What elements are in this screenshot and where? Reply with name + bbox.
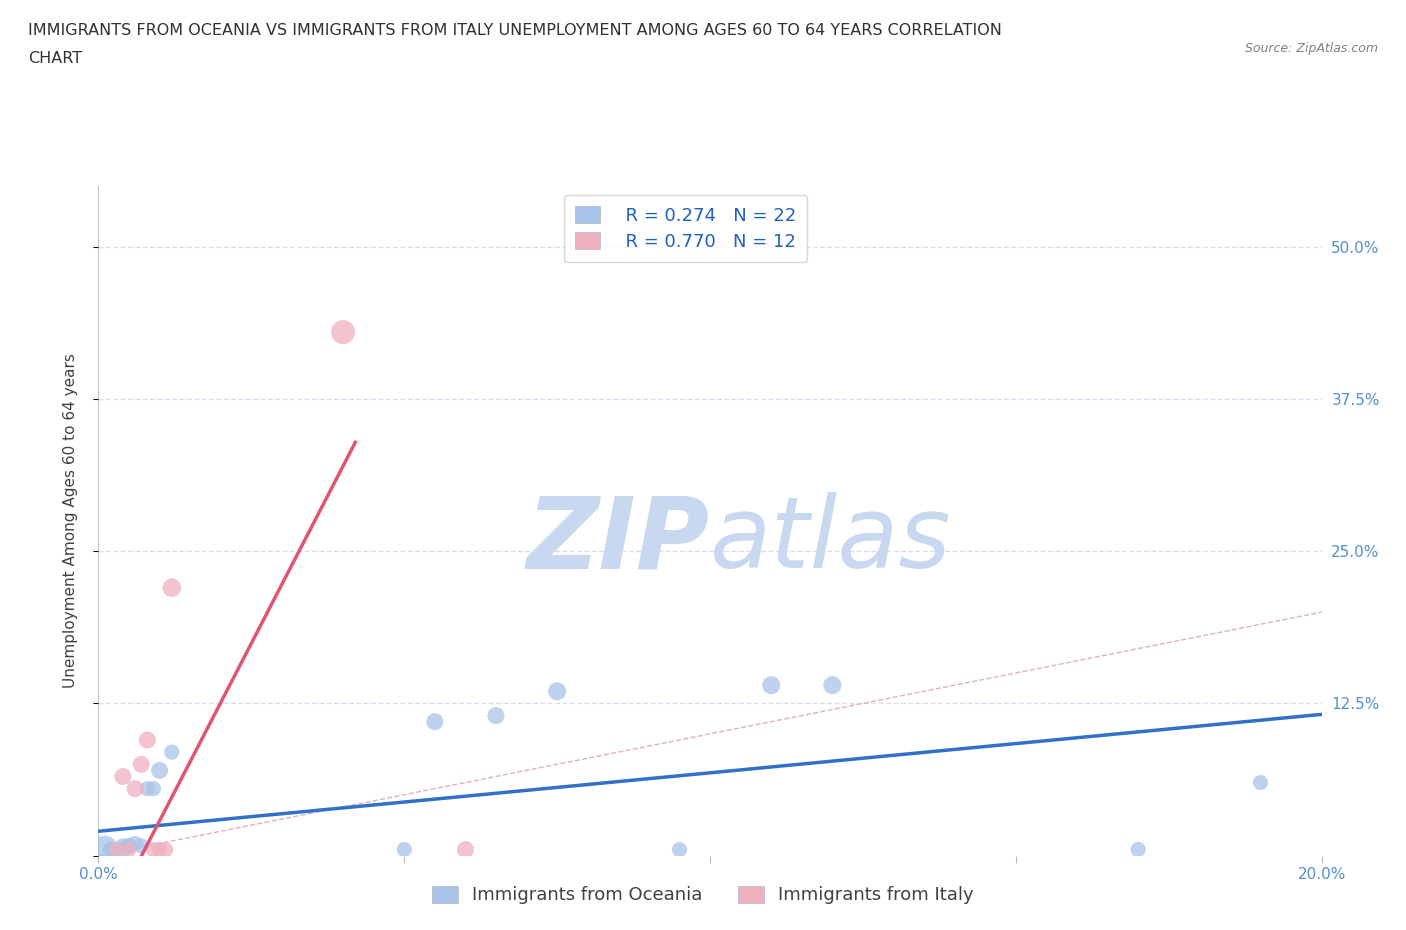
Point	[118, 839, 141, 854]
Point	[332, 325, 354, 339]
Point	[160, 580, 183, 595]
Point	[111, 769, 134, 784]
Point	[668, 842, 690, 857]
Point	[821, 678, 844, 693]
Point	[149, 842, 172, 857]
Point	[136, 733, 159, 748]
Point	[118, 842, 141, 857]
Point	[1249, 775, 1271, 790]
Point	[485, 708, 508, 723]
Text: IMMIGRANTS FROM OCEANIA VS IMMIGRANTS FROM ITALY UNEMPLOYMENT AMONG AGES 60 TO 6: IMMIGRANTS FROM OCEANIA VS IMMIGRANTS FR…	[28, 23, 1002, 38]
Point	[129, 839, 152, 854]
Point	[454, 842, 477, 857]
Legend:   R = 0.274   N = 22,   R = 0.770   N = 12: R = 0.274 N = 22, R = 0.770 N = 12	[564, 195, 807, 261]
Point	[423, 714, 446, 729]
Point	[1128, 842, 1150, 857]
Point	[392, 842, 416, 857]
Point	[111, 842, 134, 857]
Point	[118, 839, 141, 854]
Point	[129, 757, 152, 772]
Point	[105, 842, 128, 857]
Y-axis label: Unemployment Among Ages 60 to 64 years: Unemployment Among Ages 60 to 64 years	[63, 353, 77, 688]
Point	[142, 842, 165, 857]
Point	[105, 842, 128, 857]
Point	[155, 842, 177, 857]
Point	[546, 684, 568, 698]
Point	[759, 678, 782, 693]
Point	[124, 836, 146, 851]
Point	[100, 842, 122, 857]
Text: atlas: atlas	[710, 492, 952, 590]
Text: CHART: CHART	[28, 51, 82, 66]
Point	[160, 745, 183, 760]
Point	[136, 781, 159, 796]
Point	[149, 763, 172, 777]
Point	[100, 842, 122, 857]
Text: ZIP: ZIP	[527, 492, 710, 590]
Point	[111, 839, 134, 854]
Point	[93, 842, 115, 857]
Text: Source: ZipAtlas.com: Source: ZipAtlas.com	[1244, 42, 1378, 55]
Point	[142, 781, 165, 796]
Legend: Immigrants from Oceania, Immigrants from Italy: Immigrants from Oceania, Immigrants from…	[425, 879, 981, 911]
Point	[124, 781, 146, 796]
